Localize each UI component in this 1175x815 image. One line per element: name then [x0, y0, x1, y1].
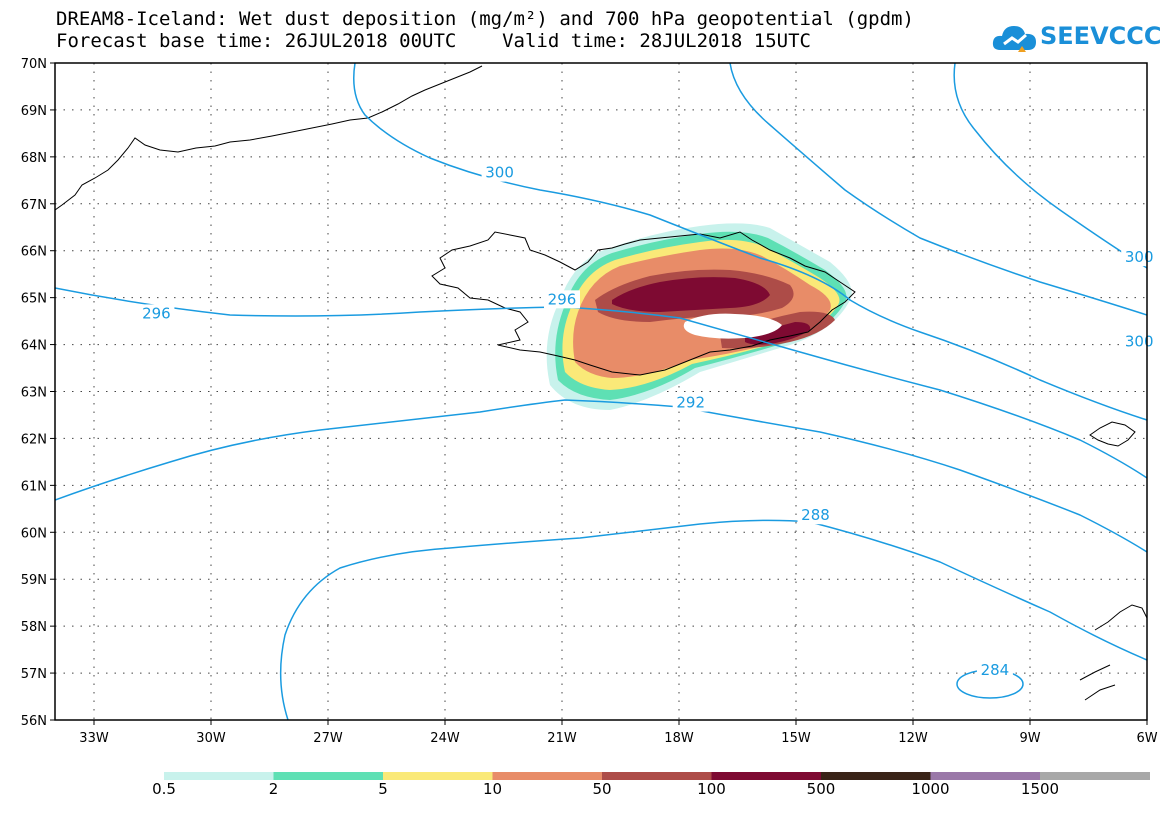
- colorbar-swatch: [711, 772, 822, 780]
- contour-label: 292: [676, 394, 705, 412]
- lon-label: 30W: [196, 731, 226, 746]
- contour-300-east: [729, 63, 1147, 316]
- gridlines: [55, 63, 1147, 720]
- lat-label: 59N: [21, 573, 47, 588]
- contour-label-bg: [1121, 332, 1158, 351]
- seevccc-logo: SEEVCCC: [992, 18, 1167, 60]
- contour-label-bg: [672, 393, 709, 412]
- colorbar-swatch: [164, 772, 274, 780]
- lon-label: 24W: [430, 731, 460, 746]
- colorbar-swatch: [383, 772, 493, 780]
- contour-296: [55, 287, 1147, 479]
- lat-label: 57N: [21, 667, 47, 682]
- lon-label: 6W: [1136, 731, 1157, 746]
- scotland-coastline: [1079, 604, 1147, 720]
- lon-label: 12W: [898, 731, 928, 746]
- cloud-icon: [992, 26, 1036, 52]
- lat-label: 70N: [21, 57, 47, 72]
- lat-label: 56N: [21, 714, 47, 729]
- colorbar-label: 50: [592, 780, 612, 798]
- lat-label: 68N: [21, 151, 47, 166]
- lat-label: 58N: [21, 620, 47, 635]
- contour-label-bg: [1121, 248, 1158, 267]
- colorbar-swatch: [602, 772, 712, 780]
- contour-label: 300: [1125, 248, 1154, 266]
- colorbar-label: 0.5: [152, 780, 176, 798]
- deposition-band-100-east: [745, 322, 811, 345]
- logo-text: SEEVCCC: [1040, 22, 1162, 50]
- latitude-axis: 70N 69N 68N 67N 66N 65N 64N 63N 62N 61N 60N 59N 58N 5…: [21, 57, 55, 729]
- lat-label: 62N: [21, 432, 47, 447]
- vatnajokull-gap: [683, 313, 782, 339]
- contour-label: 296: [142, 304, 171, 322]
- colorbar-swatch: [273, 772, 384, 780]
- contour-label: 300: [485, 164, 514, 182]
- lat-label: 63N: [21, 386, 47, 401]
- colorbar: [164, 772, 1150, 780]
- contour-label: 300: [1125, 333, 1154, 351]
- forecast-times: Forecast base time: 26JUL2018 00UTC Vali…: [56, 30, 811, 52]
- colorbar-label: 2: [268, 780, 279, 798]
- lat-label: 66N: [21, 245, 47, 260]
- colorbar-label: 500: [806, 780, 836, 798]
- lon-label: 9W: [1019, 731, 1040, 746]
- geopotential-contours: [55, 63, 1147, 720]
- iceland-coastline: [431, 231, 856, 376]
- lon-label: 21W: [547, 731, 577, 746]
- map-title: DREAM8-Iceland: Wet dust deposition (mg/…: [56, 8, 914, 30]
- contour-label-bg: [481, 163, 518, 182]
- lon-label: 15W: [781, 731, 811, 746]
- lat-label: 61N: [21, 479, 47, 494]
- lat-label: 67N: [21, 198, 47, 213]
- contour-304: [953, 63, 1147, 269]
- colorbar-label: 100: [697, 780, 726, 798]
- coastlines: [55, 65, 1147, 720]
- contour-label-bg: [544, 290, 580, 309]
- contour-label-bg: [797, 506, 834, 525]
- contour-288: [279, 519, 1147, 720]
- colorbar-swatch: [1040, 772, 1150, 780]
- lon-label: 33W: [79, 731, 109, 746]
- contour-292: [55, 399, 1147, 553]
- colorbar-swatch: [492, 772, 603, 780]
- contour-label: 284: [981, 661, 1010, 679]
- contour-300: [353, 63, 1147, 421]
- deposition-band-100: [612, 277, 770, 312]
- contour-label-bg: [138, 304, 175, 323]
- colorbar-label: 5: [378, 780, 388, 798]
- contour-label: 288: [801, 506, 830, 524]
- lon-label: 18W: [664, 731, 694, 746]
- dust-deposition-field: [546, 223, 852, 410]
- lat-label: 69N: [21, 104, 47, 119]
- colorbar-label: 10: [482, 780, 503, 798]
- lon-label: 27W: [313, 731, 343, 746]
- contour-label: 296: [548, 290, 577, 308]
- colorbar-label: 1000: [911, 780, 950, 798]
- colorbar-swatch: [821, 772, 931, 780]
- lat-label: 60N: [21, 526, 47, 541]
- faroe-coastline: [1089, 421, 1136, 447]
- colorbar-label: 1500: [1020, 780, 1060, 798]
- contour-label-bg: [976, 661, 1013, 680]
- greenland-coastline: [55, 65, 483, 211]
- lat-label: 64N: [21, 339, 47, 354]
- lat-label: 65N: [21, 292, 47, 307]
- colorbar-swatch: [930, 772, 1041, 780]
- longitude-axis: 33W 30W 27W 24W 21W 18W 15W 12W 9W 6W: [79, 720, 1158, 746]
